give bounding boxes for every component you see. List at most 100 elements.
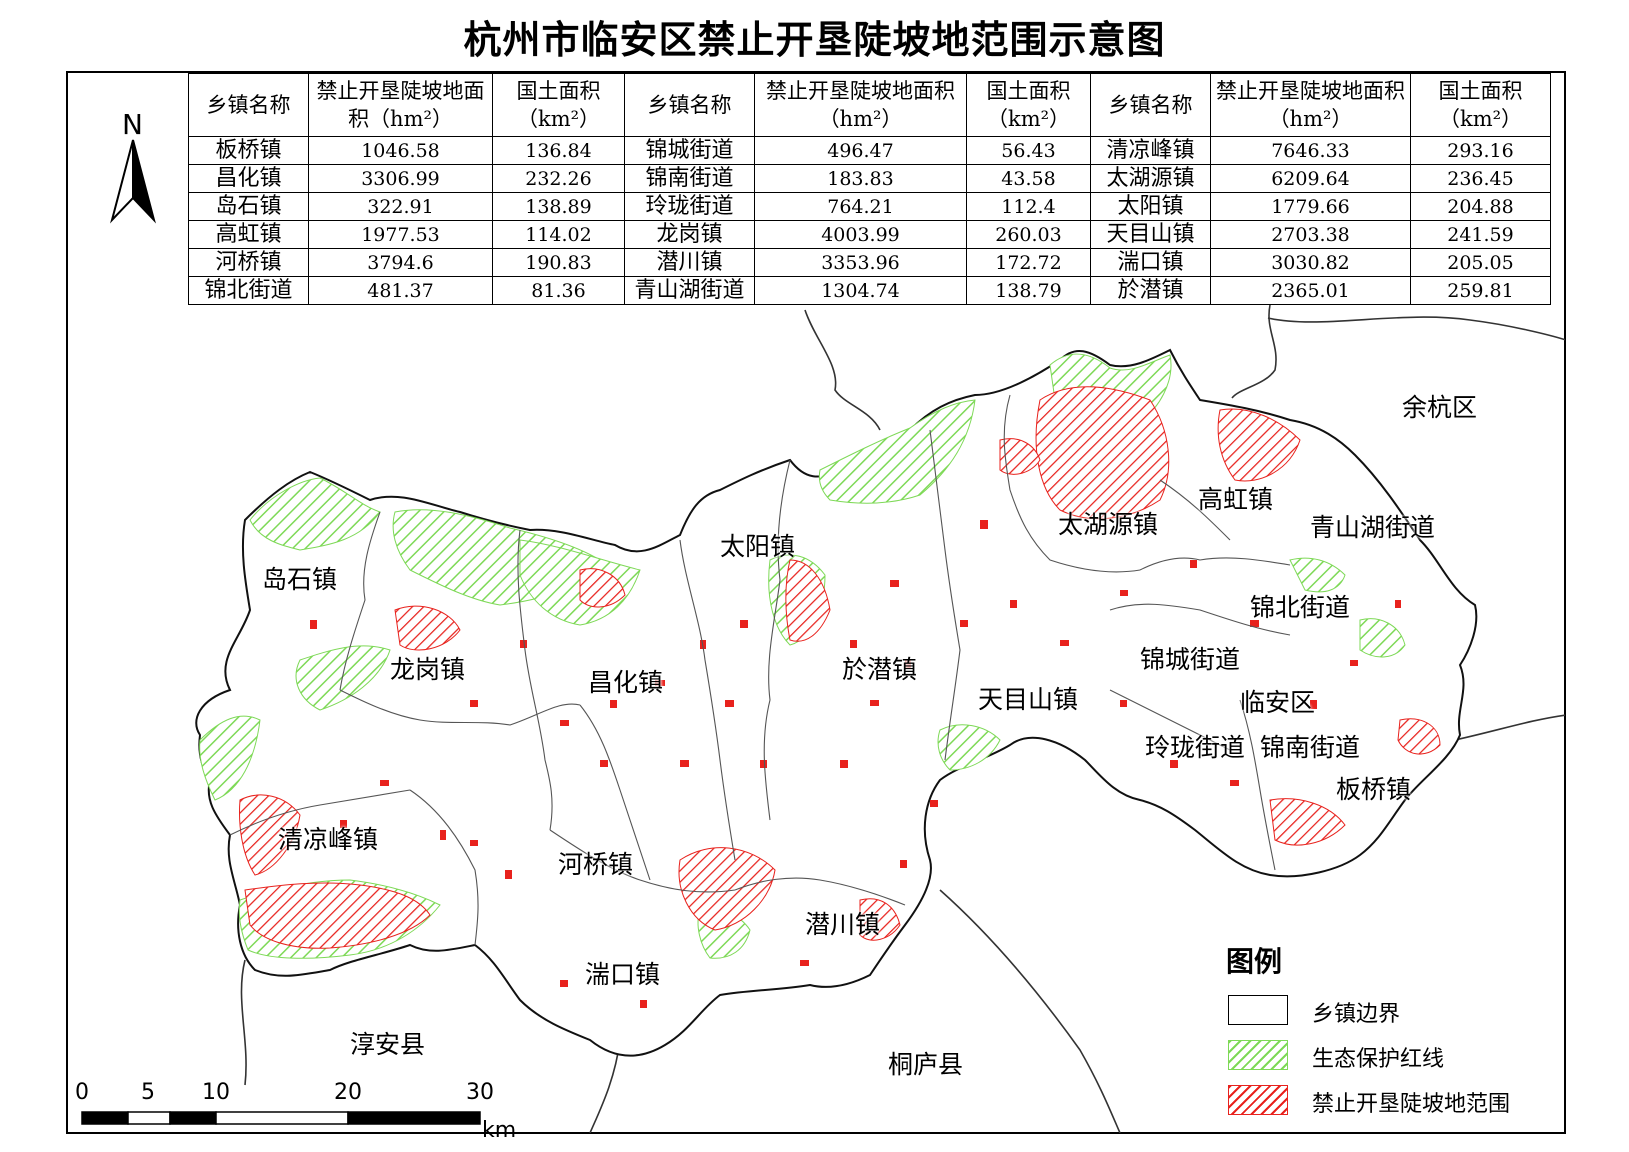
table-cell: 高虹镇 bbox=[188, 220, 309, 249]
region-label-tonglu: 桐庐县 bbox=[888, 1050, 964, 1079]
scale-tick-label: 30 bbox=[466, 1080, 494, 1105]
town-label-longgang: 龙岗镇 bbox=[390, 655, 466, 684]
header-cell: 禁止开垦陡坡地面积（hm²） bbox=[1210, 73, 1411, 137]
table-row: 岛石镇 322.91 138.89 玲珑街道 764.21 112.4 太阳镇 … bbox=[188, 192, 1551, 221]
town-label-changhua: 昌化镇 bbox=[588, 668, 664, 697]
table-cell: 3306.99 bbox=[308, 164, 493, 193]
table-cell: 锦城街道 bbox=[624, 136, 755, 165]
scale-bar-graphic bbox=[81, 1111, 481, 1125]
table-cell: 481.37 bbox=[308, 276, 493, 305]
town-label-daoshi: 岛石镇 bbox=[262, 565, 338, 594]
scale-tick-label: 10 bbox=[202, 1080, 230, 1105]
town-label-qingshanhu: 青山湖街道 bbox=[1310, 513, 1436, 542]
township-stats-table: 乡镇名称 禁止开垦陡坡地面积（hm²） 国土面积（km²） 乡镇名称 禁止开垦陡… bbox=[188, 73, 1551, 305]
table-cell: 496.47 bbox=[754, 136, 967, 165]
table-cell: 1779.66 bbox=[1210, 192, 1411, 221]
header-cell: 国土面积（km²） bbox=[966, 73, 1091, 137]
table-cell: 6209.64 bbox=[1210, 164, 1411, 193]
legend-label: 生态保护红线 bbox=[1312, 1047, 1445, 1072]
table-cell: 湍口镇 bbox=[1090, 248, 1211, 277]
table-cell: 板桥镇 bbox=[188, 136, 309, 165]
table-row: 高虹镇 1977.53 114.02 龙岗镇 4003.99 260.03 天目… bbox=[188, 220, 1551, 249]
header-cell: 乡镇名称 bbox=[1090, 73, 1211, 137]
town-label-jinnan: 锦南街道 bbox=[1260, 733, 1361, 762]
town-label-tuankou: 湍口镇 bbox=[585, 960, 661, 989]
town-label-jincheng: 锦城街道 bbox=[1140, 645, 1241, 674]
table-cell: 1304.74 bbox=[754, 276, 967, 305]
legend-item-eco-red-line: 生态保护红线 bbox=[1228, 1040, 1538, 1072]
boundary-swatch-icon bbox=[1228, 995, 1288, 1025]
green-hatch-swatch-icon bbox=[1228, 1040, 1288, 1070]
table-cell: 玲珑街道 bbox=[624, 192, 755, 221]
table-cell: 112.4 bbox=[966, 192, 1091, 221]
table-cell: 236.45 bbox=[1410, 164, 1551, 193]
table-cell: 3353.96 bbox=[754, 248, 967, 277]
table-cell: 太湖源镇 bbox=[1090, 164, 1211, 193]
table-cell: 293.16 bbox=[1410, 136, 1551, 165]
table-cell: 4003.99 bbox=[754, 220, 967, 249]
township-boundaries bbox=[229, 394, 1291, 946]
town-label-jinbei: 锦北街道 bbox=[1250, 593, 1351, 622]
table-cell: 潜川镇 bbox=[624, 248, 755, 277]
map-frame bbox=[66, 71, 1566, 1134]
table-cell: 锦北街道 bbox=[188, 276, 309, 305]
town-label-banqiao: 板桥镇 bbox=[1336, 775, 1412, 804]
town-label-qianchuan: 潜川镇 bbox=[805, 910, 881, 939]
table-cell: 龙岗镇 bbox=[624, 220, 755, 249]
table-cell: 天目山镇 bbox=[1090, 220, 1211, 249]
header-cell: 国土面积（km²） bbox=[1410, 73, 1551, 137]
table-cell: 204.88 bbox=[1410, 192, 1551, 221]
table-cell: 260.03 bbox=[966, 220, 1091, 249]
header-cell: 乡镇名称 bbox=[188, 73, 309, 137]
table-cell: 205.05 bbox=[1410, 248, 1551, 277]
table-cell: 183.83 bbox=[754, 164, 967, 193]
region-label-chunan: 淳安县 bbox=[350, 1030, 426, 1059]
north-label: N bbox=[122, 108, 143, 141]
table-cell: 太阳镇 bbox=[1090, 192, 1211, 221]
table-cell: 2365.01 bbox=[1210, 276, 1411, 305]
red-hatch-swatch-icon bbox=[1228, 1085, 1288, 1115]
table-row: 锦北街道 481.37 81.36 青山湖街道 1304.74 138.79 於… bbox=[188, 276, 1551, 305]
table-cell: 清凉峰镇 bbox=[1090, 136, 1211, 165]
table-cell: 232.26 bbox=[492, 164, 625, 193]
table-cell: 3794.6 bbox=[308, 248, 493, 277]
table-row: 板桥镇 1046.58 136.84 锦城街道 496.47 56.43 清凉峰… bbox=[188, 136, 1551, 165]
scale-tick-label: 0 bbox=[75, 1080, 89, 1105]
town-label-taihuyuan: 太湖源镇 bbox=[1058, 510, 1159, 539]
slope-patches bbox=[310, 520, 1401, 1008]
table-cell: 114.02 bbox=[492, 220, 625, 249]
table-cell: 3030.82 bbox=[1210, 248, 1411, 277]
table-cell: 1977.53 bbox=[308, 220, 493, 249]
town-label-yuqian: 於潜镇 bbox=[842, 655, 918, 684]
scale-tick-label: 5 bbox=[141, 1080, 155, 1105]
map-title: 杭州市临安区禁止开垦陡坡地范围示意图 bbox=[463, 17, 1166, 62]
header-cell: 乡镇名称 bbox=[624, 73, 755, 137]
table-cell: 81.36 bbox=[492, 276, 625, 305]
legend-item-boundary: 乡镇边界 bbox=[1228, 995, 1538, 1027]
table-cell: 241.59 bbox=[1410, 220, 1551, 249]
header-cell: 禁止开垦陡坡地面积（hm²） bbox=[308, 73, 493, 137]
legend-label: 禁止开垦陡坡地范围 bbox=[1312, 1092, 1511, 1117]
table-cell: 1046.58 bbox=[308, 136, 493, 165]
north-arrow-icon bbox=[110, 139, 156, 224]
table-cell: 136.84 bbox=[492, 136, 625, 165]
table-cell: 岛石镇 bbox=[188, 192, 309, 221]
table-row: 河桥镇 3794.6 190.83 潜川镇 3353.96 172.72 湍口镇… bbox=[188, 248, 1551, 277]
legend-title: 图例 bbox=[1226, 945, 1283, 978]
region-label-yuhang: 余杭区 bbox=[1402, 393, 1478, 422]
town-label-gaohong: 高虹镇 bbox=[1198, 485, 1274, 514]
scale-bar: 0 5 10 20 30 km bbox=[75, 1080, 516, 1143]
scale-tick-label: 20 bbox=[334, 1080, 362, 1105]
town-label-taiyang: 太阳镇 bbox=[720, 532, 796, 561]
table-cell: 2703.38 bbox=[1210, 220, 1411, 249]
table-cell: 259.81 bbox=[1410, 276, 1551, 305]
table-cell: 56.43 bbox=[966, 136, 1091, 165]
table-cell: 172.72 bbox=[966, 248, 1091, 277]
table-cell: 於潜镇 bbox=[1090, 276, 1211, 305]
table-cell: 764.21 bbox=[754, 192, 967, 221]
legend-item-slope-land: 禁止开垦陡坡地范围 bbox=[1228, 1085, 1538, 1117]
table-cell: 昌化镇 bbox=[188, 164, 309, 193]
header-cell: 国土面积（km²） bbox=[492, 73, 625, 137]
table-row: 昌化镇 3306.99 232.26 锦南街道 183.83 43.58 太湖源… bbox=[188, 164, 1551, 193]
table-cell: 190.83 bbox=[492, 248, 625, 277]
